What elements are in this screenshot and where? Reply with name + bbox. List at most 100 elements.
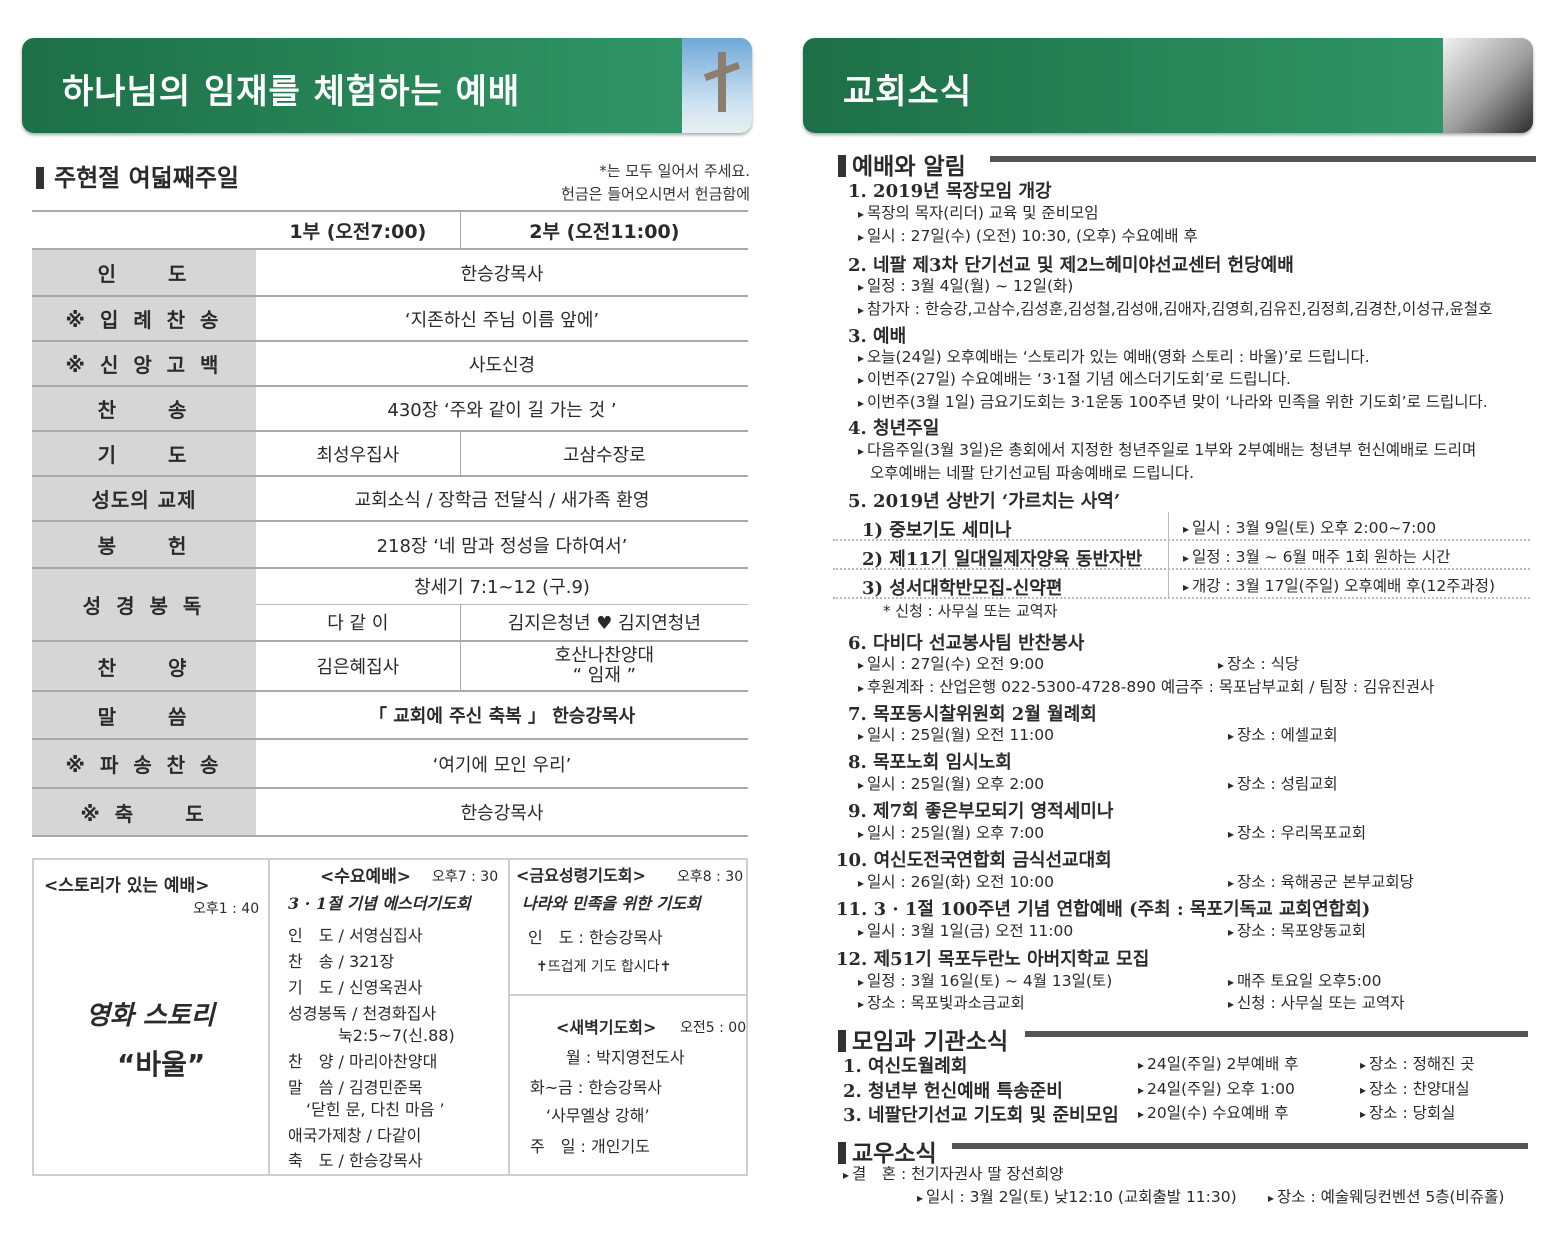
dawn-line: 주 일 : 개인기도 <box>530 1137 650 1156</box>
wed-line: 찬 양 / 마리아찬양대 <box>288 1052 438 1071</box>
row-value: 김은혜집사 <box>256 641 461 692</box>
story-time: 오후1 : 40 <box>193 901 260 917</box>
row-label: 찬 송 <box>32 386 256 432</box>
meeting-name: 3. 네팔단기선교 기도회 및 준비모임 <box>843 1105 1119 1126</box>
row-label: 인 도 <box>32 249 256 297</box>
bullet-line: 일시 : 25일(월) 오후 2:00 <box>858 772 1044 794</box>
program-info: 일정 : 3월 ~ 6월 매주 1회 원하는 시간 <box>1183 545 1450 567</box>
wed-line: 찬 송 / 321장 <box>288 952 395 971</box>
story-title: <스토리가 있는 예배> <box>44 876 210 896</box>
wed-title: <수요예배> <box>320 867 412 887</box>
item-title: 4. 청년주일 <box>848 418 940 439</box>
bullet-line: 일시 : 25일(월) 오후 7:00 <box>858 821 1044 843</box>
row-label: 봉 헌 <box>32 521 256 569</box>
row-label: ※ 입 례 찬 송 <box>32 296 256 342</box>
apply-note: * 신청 : 사무실 또는 교역자 <box>883 602 1058 620</box>
item-title: 2. 네팔 제3차 단기선교 및 제2느헤미야선교센터 헌당예배 <box>848 255 1294 276</box>
section-rule <box>990 156 1536 162</box>
bullet-line: 목장의 목자(리더) 교육 및 준비모임 <box>858 201 1098 223</box>
worship-banner: 하나님의 임재를 체험하는 예배 <box>22 38 752 133</box>
bullet-line: 오후예배는 네팔 단기선교팀 파송예배로 드립니다. <box>870 464 1195 482</box>
choir-cell: 호산나찬양대 “ 임재 ” <box>459 641 748 692</box>
wed-line: ‘닫힌 문, 다친 마음 ’ <box>306 1100 445 1119</box>
bullet-line: 이번주(3월 1일) 금요기도회는 3·1운동 100주년 맞이 ‘나라와 민족… <box>858 390 1488 412</box>
teaching-row <box>833 541 1530 570</box>
row-value: 218장 ‘네 맘과 정성을 다하여서’ <box>256 521 748 569</box>
dawn-line: 월 : 박지영전도사 <box>566 1048 685 1067</box>
item-title: 6. 다비다 선교봉사팀 반찬봉사 <box>848 633 1085 654</box>
bullet-line: 참가자 : 한승강,고삼수,김성훈,김성철,김성애,김애자,김영희,김유진,김정… <box>858 297 1492 319</box>
dawn-time: 오전5 : 00 <box>680 1020 747 1036</box>
bullet-line: 다음주일(3월 3일)은 총회에서 지정한 청년주일로 1부와 2부예배는 청년… <box>858 438 1476 460</box>
row-label: ※ 파 송 찬 송 <box>32 739 256 789</box>
item-title: 1. 2019년 목장모임 개강 <box>848 181 1052 202</box>
wed-line: 말 씀 / 김경민준목 <box>288 1078 423 1097</box>
row-value: ‘지존하신 주님 이름 앞에’ <box>256 296 748 342</box>
row-value: 「 교회에 주신 축복 」 한승강목사 <box>256 691 748 740</box>
wed-time: 오후7 : 30 <box>432 869 499 885</box>
wed-line: 기 도 / 신영옥권사 <box>288 978 423 997</box>
row-label: ※ 축 도 <box>32 788 256 837</box>
bullet-line: 일정 : 3월 16일(토) ~ 4월 13일(토) <box>858 969 1112 991</box>
item-title: 3. 예배 <box>848 326 907 347</box>
wed-line: 축 도 / 한승강목사 <box>288 1151 423 1170</box>
bullet-line-right: 장소 : 식당 <box>1218 652 1299 674</box>
meeting-when: 24일(주일) 2부예배 후 <box>1138 1052 1298 1074</box>
wedding-line: 결 혼 : 천기자권사 딸 장선희양 <box>843 1162 1064 1184</box>
meeting-name: 2. 청년부 헌신예배 특송준비 <box>843 1081 1063 1102</box>
row-value: 창세기 7:1~12 (구.9) <box>256 568 748 605</box>
row-value: 430장 ‘주와 같이 길 가는 것 ’ <box>256 386 748 432</box>
banner-title: 하나님의 임재를 체험하는 예배 <box>62 72 521 112</box>
bullet-line: 일시 : 3월 1일(금) 오전 11:00 <box>858 919 1073 941</box>
dawn-title: <새벽기도회> <box>556 1018 657 1037</box>
item-title: 8. 목포노회 임시노회 <box>848 752 1012 773</box>
row-label: 기 도 <box>32 431 256 477</box>
dawn-line: ‘사무엘상 강해’ <box>546 1106 650 1125</box>
divider <box>508 994 748 996</box>
bullet-line-right: 장소 : 성림교회 <box>1228 772 1338 794</box>
program-name: 3) 성서대학반모집-신약편 <box>862 578 1063 599</box>
fri-theme: 나라와 민족을 위한 기도회 <box>522 894 701 913</box>
meeting-when: 24일(주일) 오후 1:00 <box>1138 1077 1295 1099</box>
row-value: 한승강목사 <box>256 788 748 837</box>
bullet-line: 오늘(24일) 오후예배는 ‘스토리가 있는 예배(영화 스토리 : 바울)’로… <box>858 345 1370 367</box>
meeting-where: 장소 : 정해진 곳 <box>1360 1052 1475 1074</box>
section-subtitle: 주현절 여덟째주일 <box>36 158 239 193</box>
bullet-line: 후원계좌 : 산업은행 022-5300-4728-890 예금주 : 목포남부… <box>858 675 1434 697</box>
bullet-line: 일시 : 26일(화) 오전 10:00 <box>858 870 1054 892</box>
cross-image <box>682 38 752 133</box>
service-2: 2부 (오전11:00) <box>459 210 748 250</box>
meeting-where: 장소 : 당회실 <box>1360 1101 1455 1123</box>
row-value: 고삼수장로 <box>459 431 748 477</box>
row-value: 사도신경 <box>256 341 748 387</box>
story-line1: 영화 스토리 <box>86 1001 215 1031</box>
bullet-line-right: 신청 : 사무실 또는 교역자 <box>1228 991 1405 1013</box>
item-title: 12. 제51기 목포두란노 아버지학교 모집 <box>836 949 1150 970</box>
section-title: 모임과 기관소식 <box>838 1022 1008 1056</box>
meeting-where: 장소 : 찬양대실 <box>1360 1077 1470 1099</box>
row-label: 성도의 교제 <box>32 476 256 522</box>
bullet-line-right: 장소 : 목포양동교회 <box>1228 919 1366 941</box>
row-value: 최성우집사 <box>256 431 461 477</box>
teaching-row <box>833 512 1530 541</box>
meeting-when: 20일(수) 수요예배 후 <box>1138 1101 1289 1123</box>
row-value: 교회소식 / 장학금 전달식 / 새가족 환영 <box>256 476 748 522</box>
section-rule <box>1025 1031 1528 1037</box>
dawn-line: 화~금 : 한승강목사 <box>530 1078 663 1097</box>
bullet-line: 장소 : 목포빛과소금교회 <box>858 991 1025 1013</box>
bullet-line: 일시 : 27일(수) 오전 9:00 <box>858 652 1044 674</box>
wed-line: 애국가제창 / 다같이 <box>288 1126 422 1145</box>
standing-note: *는 모두 일어서 주세요. <box>599 162 750 180</box>
praying-hands-image <box>1443 38 1533 133</box>
teaching-row <box>833 570 1530 599</box>
fri-title: <금요성령기도회> <box>516 866 646 885</box>
item-title: 9. 제7회 좋은부모되기 영적세미나 <box>848 801 1114 822</box>
anthem-title: “ 임재 ” <box>572 665 636 686</box>
subtitle-text: 주현절 여덟째주일 <box>54 164 239 192</box>
order-of-service: 1부 (오전7:00) 2부 (오전11:00) 인 도 한승강목사 ※ 입 례 찬… <box>32 210 748 837</box>
bullet-line-right: 장소 : 우리목포교회 <box>1228 821 1366 843</box>
bullet-line-right: 장소 : 육해공군 본부교회당 <box>1228 870 1414 892</box>
meeting-name: 1. 여신도월례회 <box>843 1056 968 1077</box>
section-rule <box>952 1143 1528 1149</box>
item-title: 5. 2019년 상반기 ‘가르치는 사역’ <box>848 491 1121 512</box>
